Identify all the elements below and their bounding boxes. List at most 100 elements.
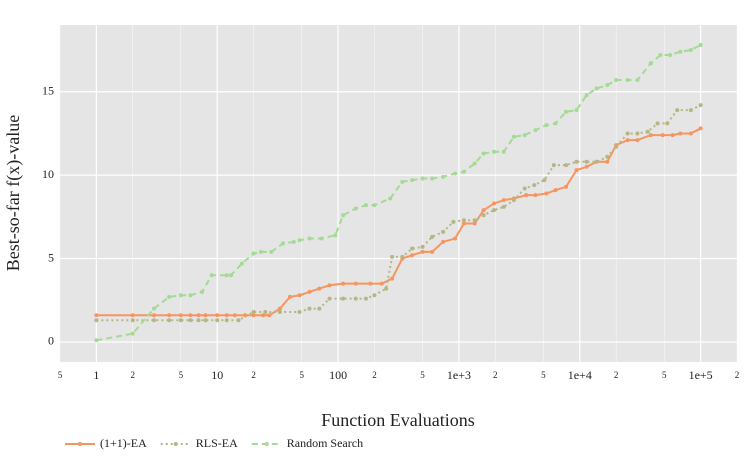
data-point [188,293,193,298]
data-point [94,318,99,323]
data-point [353,296,358,301]
data-point [688,48,693,53]
data-point [678,49,683,54]
data-point [511,134,516,139]
data-point [430,176,435,181]
data-point [698,103,703,108]
legend-marker [173,442,178,446]
data-point [461,169,466,174]
data-point [196,313,201,318]
data-point [605,154,610,159]
data-point [94,338,99,343]
y-tick-label: 0 [48,334,54,348]
data-point [327,283,332,288]
data-point [209,273,214,278]
data-point [178,313,183,318]
x-tick-label: 2 [735,370,740,380]
x-tick-label: 2 [372,370,377,380]
data-point [341,281,346,286]
data-point [574,159,579,164]
data-point [333,233,338,238]
data-point [297,309,302,314]
data-point [287,294,292,299]
data-point [390,276,395,281]
data-point [625,78,630,83]
data-point [420,244,425,249]
data-point [410,178,415,183]
data-point [261,313,266,318]
data-point [678,131,683,136]
data-point [441,239,446,244]
x-tick-label: 5 [58,370,63,380]
data-point [152,306,157,311]
data-point [196,318,201,323]
data-point [317,286,322,291]
data-point [130,313,135,318]
data-point [167,318,172,323]
x-tick-label: 5 [541,370,546,380]
series-line [96,104,702,322]
legend-label: RLS-EA [196,436,238,450]
data-point [368,281,373,286]
data-point [410,253,415,258]
data-point [594,86,599,91]
data-point [236,318,241,323]
data-point [291,239,296,244]
data-point [511,198,516,203]
data-point [441,174,446,179]
data-point [605,159,610,164]
data-point [584,93,589,98]
data-point [224,313,229,318]
data-point [353,206,358,211]
legend-marker [264,442,269,446]
data-point [203,313,208,318]
data-point [532,183,537,188]
x-tick-label: 1e+3 [447,368,471,382]
data-point [251,313,256,318]
data-point [130,331,135,336]
data-point [688,108,693,113]
data-point [297,238,302,243]
data-point [188,313,193,318]
data-point [605,83,610,88]
data-point [430,249,435,254]
data-point [152,313,157,318]
data-point [614,78,619,83]
data-point [239,261,244,266]
x-tick-label: 5 [662,370,667,380]
data-point [564,163,569,168]
data-point [152,318,157,323]
data-point [564,184,569,189]
data-point [167,313,172,318]
data-point [660,133,665,138]
data-point [461,221,466,226]
data-point [658,53,663,58]
data-point [501,198,506,203]
data-point [341,213,346,218]
data-point [665,121,670,126]
data-point [698,43,703,48]
data-point [481,208,486,213]
data-point [574,168,579,173]
data-point [307,236,312,241]
data-point [228,273,233,278]
data-point [544,123,549,128]
data-point [481,213,486,218]
data-point [688,131,693,136]
data-point [648,61,653,66]
data-point [224,318,229,323]
data-point [553,121,558,126]
data-point [420,249,425,254]
data-point [258,249,263,254]
data-point [203,318,208,323]
data-point [400,179,405,184]
x-tick-label: 2 [614,370,619,380]
data-point [645,129,650,134]
data-point [388,196,393,201]
x-tick-label: 1e+5 [689,368,713,382]
x-tick-label: 5 [420,370,425,380]
data-point [384,286,389,291]
data-point [481,151,486,156]
data-point [472,221,477,226]
